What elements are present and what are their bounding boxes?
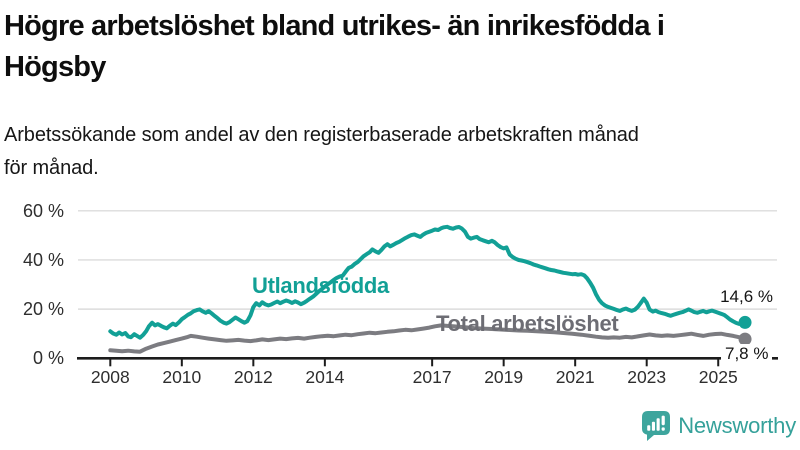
end-value-label-utlandsfodda: 14,6 %	[720, 287, 773, 306]
series-label-total-arbetsloshet: Total arbetslöshet	[436, 311, 619, 336]
x-tick-label-2014: 2014	[305, 367, 345, 387]
series-label-utlandsfodda: Utlandsfödda	[252, 273, 389, 298]
chart-subtitle-line-1: Arbetssökande som andel av den registerb…	[4, 124, 639, 146]
line-utlandsf-dda	[108, 224, 747, 340]
chart-title-line-2: Högsby	[4, 51, 106, 83]
newsworthy-logo[interactable]: Newsworthy	[642, 411, 796, 441]
y-tick-label-20: 20 %	[22, 299, 64, 320]
chart-subtitle-line-2: för månad.	[4, 157, 99, 179]
x-tick-label-2019: 2019	[484, 367, 524, 387]
y-tick-label-60: 60 %	[22, 200, 64, 221]
x-tick-label-2010: 2010	[162, 367, 202, 387]
end-dot-total-arbetsl-shet	[738, 332, 752, 346]
newsworthy-logo-text: Newsworthy	[678, 413, 796, 438]
x-tick-label-2025: 2025	[698, 367, 738, 387]
x-tick-label-2023: 2023	[627, 367, 667, 387]
chart-title-line-1: Högre arbetslöshet bland utrikes- än inr…	[4, 10, 665, 42]
x-tick-label-2012: 2012	[233, 367, 273, 387]
x-tick-label-2017: 2017	[412, 367, 452, 387]
newsworthy-chart-bubble-icon	[642, 411, 671, 441]
y-tick-label-0: 0 %	[32, 348, 64, 369]
x-tick-label-2008: 2008	[90, 367, 130, 387]
end-value-label-total-arbetsloshet: 7,8 %	[721, 344, 773, 364]
x-tick-label-2021: 2021	[555, 367, 595, 387]
y-tick-label-40: 40 %	[22, 249, 64, 270]
end-dot-utlandsf-dda	[738, 315, 752, 329]
line-total-arbetsl-shet	[108, 323, 747, 354]
